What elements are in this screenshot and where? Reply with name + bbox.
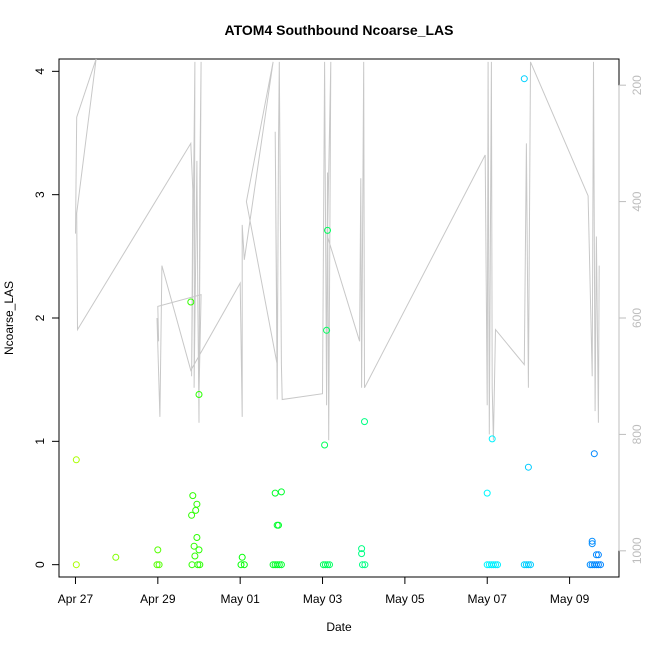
data-point-24	[275, 521, 282, 529]
data-point-60	[592, 551, 600, 559]
data-point-5	[155, 561, 163, 569]
data-point-44	[488, 435, 496, 443]
data-point-20	[237, 561, 245, 569]
data-point-43	[483, 489, 491, 497]
data-point-54	[522, 561, 530, 569]
data-point-2	[112, 553, 120, 561]
data-point-61	[594, 551, 602, 559]
data-point-37	[326, 561, 333, 569]
data-point-22	[271, 489, 279, 497]
data-point-11	[188, 561, 196, 569]
data-point-13	[193, 500, 201, 508]
pressure-line	[75, 58, 600, 441]
data-point-39	[358, 550, 366, 558]
y-axis: 0 1 2 3 4	[33, 68, 60, 568]
data-point-52	[524, 463, 532, 471]
data-point-49	[492, 561, 499, 569]
data-point-9	[190, 542, 198, 550]
x-tick-label-2: May 01	[220, 592, 260, 606]
pressure-line-series	[75, 58, 600, 441]
data-point-7	[188, 511, 196, 519]
data-point-14	[193, 534, 201, 541]
data-point-51	[520, 75, 528, 83]
data-point-0	[72, 456, 80, 464]
data-point-65	[592, 561, 600, 569]
data-point-42	[361, 561, 369, 569]
data-point-31	[321, 441, 329, 449]
data-point-28	[273, 561, 281, 569]
data-point-50	[494, 561, 501, 569]
data-point-6	[187, 298, 195, 306]
data-point-58	[588, 537, 596, 545]
concentration-points-series	[72, 75, 604, 569]
secondary-y-axis: 200 400 600 800 1000	[618, 75, 644, 564]
data-point-12	[192, 506, 200, 514]
data-point-67	[597, 561, 604, 569]
y2-tick-label-1: 400	[630, 191, 644, 211]
y2-tick-label-4: 1000	[630, 537, 644, 564]
data-point-30	[277, 561, 285, 569]
data-point-59	[588, 540, 596, 548]
y-tick-label-4: 4	[33, 68, 47, 75]
x-tick-label-4: May 05	[385, 592, 425, 606]
data-point-17	[194, 561, 202, 569]
data-point-38	[358, 545, 366, 553]
x-tick-label-3: May 03	[303, 592, 343, 606]
data-point-25	[277, 488, 285, 496]
x-axis: Apr 27 Apr 29 May 01 May 03 May 05 May 07 May …	[58, 576, 590, 606]
x-tick-label-0: Apr 27	[58, 592, 94, 606]
data-point-36	[324, 561, 331, 569]
y-axis-label: Ncoarse_LAS	[2, 281, 16, 355]
y-tick-label-1: 1	[33, 438, 47, 445]
x-tick-label-5: May 07	[468, 592, 508, 606]
y-tick-label-2: 2	[33, 314, 47, 321]
data-point-3	[154, 546, 162, 554]
data-point-32	[324, 226, 331, 234]
data-point-18	[196, 561, 204, 569]
data-point-8	[189, 492, 197, 500]
plot-frame	[58, 58, 620, 578]
data-point-21	[240, 561, 248, 569]
data-point-1	[72, 561, 80, 569]
y2-tick-label-2: 600	[630, 308, 644, 328]
data-point-40	[361, 418, 368, 426]
data-point-33	[323, 326, 331, 334]
y2-tick-label-3: 800	[630, 424, 644, 444]
data-point-19	[238, 553, 246, 561]
data-point-66	[594, 561, 602, 569]
x-tick-label-6: May 09	[550, 592, 590, 606]
data-point-35	[321, 561, 329, 569]
data-point-41	[359, 561, 366, 569]
y-tick-label-3: 3	[33, 191, 47, 198]
data-point-16	[195, 391, 203, 398]
data-point-10	[191, 552, 199, 560]
data-point-29	[275, 561, 283, 569]
chart-title: ATOM4 Southbound Ncoarse_LAS	[225, 22, 454, 38]
data-point-15	[195, 546, 203, 554]
x-axis-label: Date	[326, 620, 352, 634]
data-point-4	[153, 561, 161, 569]
data-point-56	[527, 561, 534, 569]
y-tick-label-0: 0	[33, 561, 47, 568]
data-point-48	[489, 561, 497, 569]
y2-tick-label-0: 200	[630, 75, 644, 95]
data-point-57	[590, 450, 598, 458]
x-tick-label-1: Apr 29	[140, 592, 176, 606]
data-point-55	[524, 561, 532, 569]
